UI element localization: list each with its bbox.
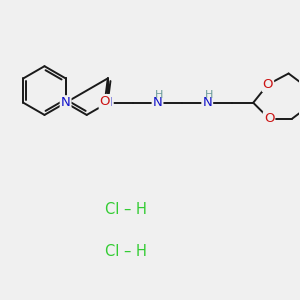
Text: Cl – H: Cl – H: [105, 244, 147, 259]
Text: O: O: [264, 112, 274, 125]
Text: N: N: [153, 96, 162, 109]
Text: N: N: [103, 96, 113, 109]
Text: O: O: [100, 95, 110, 108]
Text: O: O: [262, 78, 273, 91]
Text: N: N: [61, 96, 70, 109]
Text: H: H: [205, 90, 213, 100]
Text: Cl – H: Cl – H: [105, 202, 147, 217]
Text: N: N: [202, 96, 212, 109]
Text: H: H: [155, 90, 163, 100]
